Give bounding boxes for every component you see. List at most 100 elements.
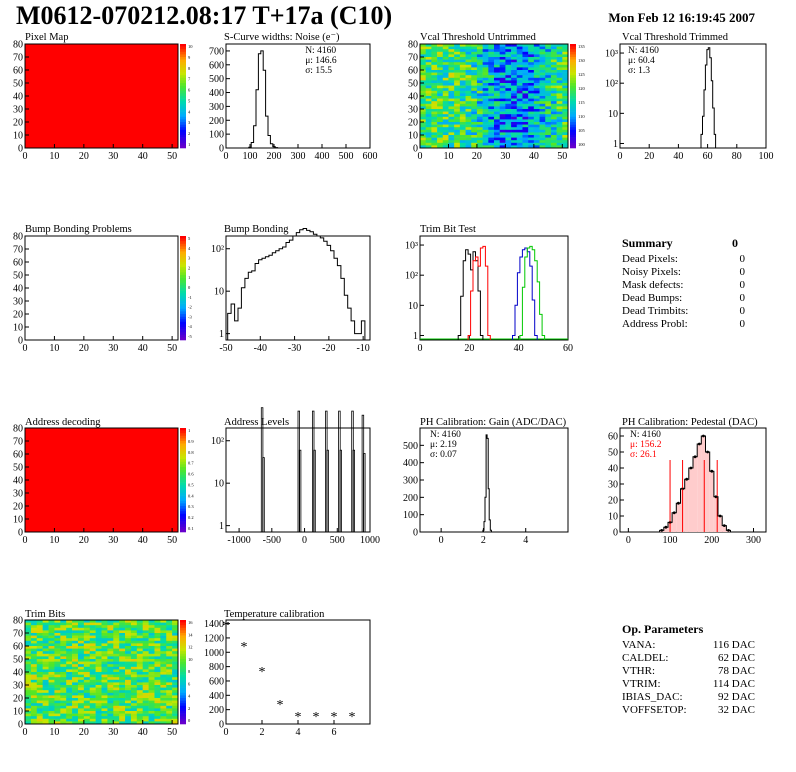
heatmap-cell: [516, 83, 523, 86]
heatmap-cell: [459, 142, 466, 146]
heatmap-cell: [89, 633, 96, 636]
heatmap-cell: [48, 674, 55, 678]
data-point: *: [277, 698, 284, 713]
heatmap-cell: [142, 656, 149, 660]
heatmap-cell: [166, 635, 173, 639]
heatmap-cell: [442, 57, 449, 60]
heatmap-cell: [499, 142, 506, 146]
heatmap-cell: [437, 57, 444, 60]
heatmap-cell: [42, 685, 49, 688]
heatmap-cell: [25, 718, 32, 722]
heatmap-cell: [60, 633, 67, 636]
heatmap-cell: [459, 111, 466, 115]
heatmap-cell: [533, 83, 540, 86]
heatmap-cells: [25, 620, 179, 725]
heatmap-cell: [66, 651, 73, 655]
palette-cell: [180, 64, 186, 68]
heatmap-cell: [36, 635, 43, 639]
heatmap-cell: [459, 132, 466, 136]
heatmap-cell: [89, 721, 96, 725]
heatmap-cell: [107, 703, 114, 707]
heatmap-cell: [454, 93, 461, 97]
heatmap-cell: [42, 648, 49, 652]
palette-cell: [180, 477, 186, 481]
heatmap-cell: [95, 682, 102, 686]
heatmap-cell: [142, 659, 149, 662]
heatmap-cell: [101, 700, 108, 704]
heatmap-cell: [66, 640, 73, 644]
heatmap-cell: [431, 109, 438, 112]
plot-frame: [419, 235, 569, 341]
heatmap-cell: [494, 72, 500, 76]
heatmap-cell: [125, 695, 132, 699]
palette-cell: [180, 692, 186, 696]
heatmap-cell: [166, 711, 173, 714]
heatmap-cell: [550, 103, 557, 107]
heatmap-cell: [528, 137, 535, 141]
heatmap-cell: [499, 137, 506, 141]
heatmap-cell: [30, 711, 38, 714]
heatmap-cell: [556, 103, 563, 107]
heatmap-cell: [522, 44, 529, 47]
heatmap-cell: [442, 80, 449, 84]
heatmap-cell: [166, 716, 173, 720]
palette-cell: [570, 124, 576, 128]
heatmap-cell: [539, 127, 546, 131]
heatmap-cell: [539, 77, 546, 81]
palette-cell: [180, 508, 186, 512]
heatmap-cell: [154, 685, 161, 688]
heatmap-cell: [25, 677, 32, 681]
heatmap-cell: [54, 640, 61, 644]
heatmap-cell: [66, 721, 73, 725]
heatmap-cell: [25, 635, 32, 639]
heatmap-cell: [539, 59, 546, 63]
heatmap-cell: [448, 70, 455, 73]
heatmap-cell: [166, 651, 173, 655]
y-tick-label: 30: [408, 105, 418, 116]
heatmap-cell: [83, 705, 91, 709]
heatmap-cell: [545, 135, 552, 138]
palette-label: 130: [578, 58, 586, 63]
heatmap-cell: [77, 620, 85, 623]
heatmap-cell: [89, 664, 96, 668]
heatmap-cell: [505, 88, 512, 92]
heatmap-cell: [562, 103, 569, 107]
heatmap-cell: [482, 114, 489, 118]
palette-cell: [570, 85, 576, 89]
heatmap-cell: [83, 692, 91, 696]
palette-cell: [180, 122, 186, 125]
heatmap-cell: [454, 72, 461, 76]
heatmap-cell: [142, 646, 149, 649]
heatmap-cell: [36, 700, 43, 704]
heatmap-cell: [113, 656, 120, 660]
heatmap-cell: [556, 59, 563, 63]
heatmap-cell: [545, 77, 552, 81]
heatmap-cell: [119, 685, 126, 688]
heatmap-cell: [454, 101, 461, 105]
heatmap-cell: [420, 44, 426, 47]
x-tick-label: 1000: [360, 535, 380, 546]
heatmap-cell: [488, 98, 495, 102]
heatmap-cell: [539, 106, 546, 110]
palette-cell: [180, 493, 186, 496]
heatmap-cell: [494, 75, 500, 79]
heatmap-cell: [505, 127, 512, 131]
heatmap-cell: [142, 679, 149, 683]
heatmap-cell: [119, 669, 126, 673]
summary-label: Mask defects:: [622, 279, 683, 291]
palette-cell: [180, 435, 186, 439]
heatmap-cell: [36, 669, 43, 673]
palette-cell: [570, 57, 576, 60]
heatmap-cell: [107, 692, 114, 696]
heatmap-cell: [25, 661, 32, 665]
heatmap-cell: [465, 62, 472, 66]
palette-cell: [570, 135, 576, 138]
heatmap-cell: [562, 109, 569, 112]
heatmap-cell: [48, 685, 55, 688]
palette-cell: [180, 249, 186, 252]
heatmap-cell: [562, 119, 569, 123]
y-tick-label: 0: [18, 336, 23, 347]
heatmap-cell: [522, 67, 529, 71]
heatmap-cell: [516, 127, 523, 131]
